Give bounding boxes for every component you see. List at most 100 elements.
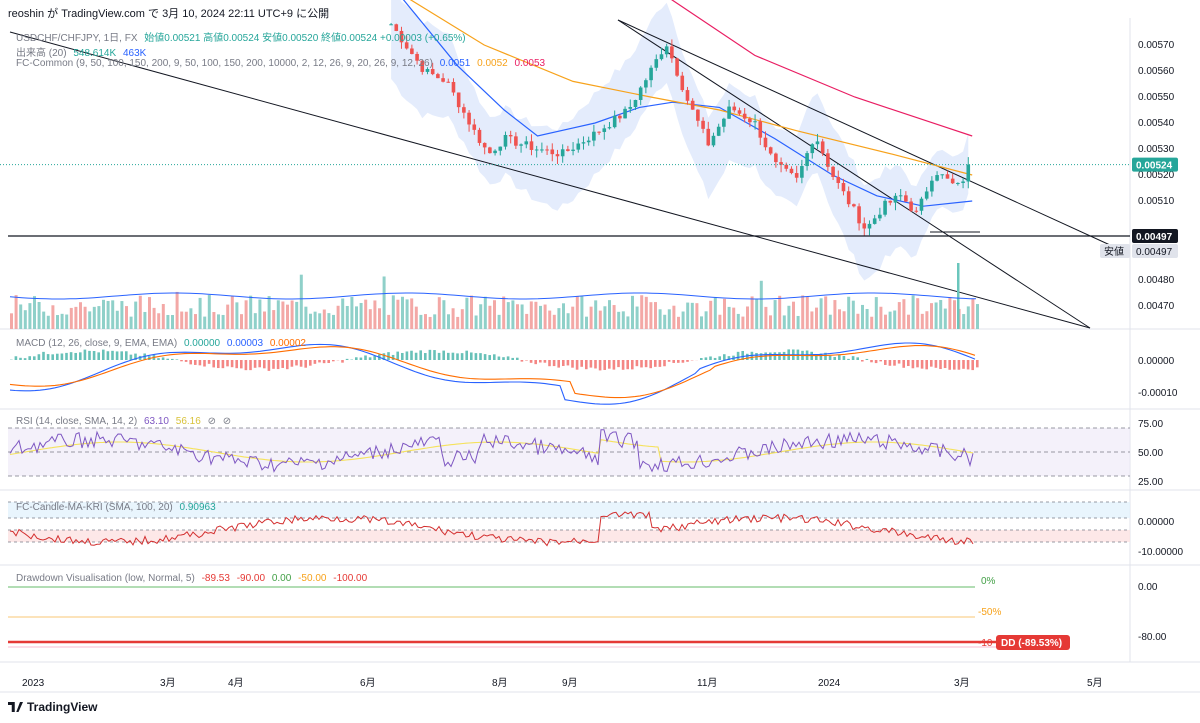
current-price-tag-text: 0.00524	[1136, 161, 1173, 172]
low-value-bg	[1132, 244, 1178, 258]
time-axis-label: 3月	[954, 677, 970, 689]
macd-histogram-bar	[943, 360, 947, 369]
macd-histogram-bar	[102, 349, 105, 360]
candle-body	[763, 137, 768, 148]
low-value-text: 0.00497	[1136, 247, 1173, 258]
macd-histogram-bar	[704, 357, 708, 360]
candle-body	[696, 109, 700, 121]
dd-badge-text: DD (-89.53%)	[1001, 638, 1062, 649]
volume-bar	[474, 315, 478, 329]
volume-bar	[713, 297, 717, 329]
volume-bar	[861, 304, 864, 329]
volume-bar	[539, 305, 542, 329]
candle-body	[462, 107, 466, 113]
macd-line-value: 0.00003	[226, 338, 264, 349]
candle-body	[768, 147, 773, 154]
fc-common-label[interactable]: FC-Common (9, 50, 100, 150, 200, 9, 50, …	[16, 58, 433, 69]
macd-histogram-bar	[166, 358, 169, 360]
candle-body	[924, 191, 929, 199]
macd-histogram-bar	[33, 356, 36, 360]
volume-bar	[355, 306, 358, 329]
candle	[727, 99, 731, 119]
drawdown-zero: 0.00	[271, 573, 292, 584]
volume-bar	[401, 296, 404, 329]
volume-bar	[529, 301, 533, 329]
candle-body	[680, 75, 685, 91]
volume-bar	[755, 299, 759, 329]
candle	[623, 106, 627, 119]
macd-histogram-bar	[203, 360, 206, 367]
volume-label[interactable]: 出来高 (20)	[16, 48, 67, 59]
tradingview-footer[interactable]: TradingView	[8, 700, 97, 714]
volume-bar	[276, 300, 280, 329]
macd-histogram-bar	[851, 356, 855, 360]
candle-body	[727, 106, 731, 119]
volume-bar	[115, 310, 119, 329]
volume-bar	[709, 300, 713, 329]
rsi-label[interactable]: RSI (14, close, SMA, 14, 2)	[16, 416, 138, 427]
volume-bar	[631, 295, 634, 329]
volume-bar	[267, 296, 271, 329]
candle-body	[389, 24, 393, 26]
ohlc-values: 始値0.00521 高値0.00524 安値0.00520 終値0.00524 …	[144, 33, 466, 44]
macd-histogram-bar	[226, 360, 229, 367]
low-label-text: 安値	[1104, 245, 1124, 258]
volume-bar	[405, 299, 409, 329]
candle	[618, 114, 622, 123]
candle	[924, 187, 929, 201]
macd-histogram-bar	[368, 357, 372, 360]
candle-body	[789, 168, 794, 174]
candle	[612, 110, 617, 129]
candle-body	[529, 141, 534, 150]
macd-histogram-bar	[723, 354, 726, 360]
volume-bar	[235, 302, 239, 329]
volume-bar	[497, 314, 501, 329]
candle-ma-label[interactable]: FC-Candle-MA-KRI (SMA, 100, 20)	[16, 502, 173, 513]
macd-histogram-bar	[106, 351, 110, 360]
candle	[774, 152, 778, 168]
macd-histogram-bar	[658, 360, 662, 367]
volume-bar	[387, 314, 391, 329]
volume-bar	[874, 297, 878, 329]
candle-body	[436, 74, 440, 79]
candle-body	[540, 149, 544, 151]
candle	[716, 123, 721, 137]
price-tick-label: 0.00560	[1138, 66, 1175, 77]
macd-histogram-bar	[161, 357, 165, 360]
volume-bar	[258, 299, 262, 329]
candle-body	[420, 60, 425, 72]
price-tick-label: 0.00510	[1138, 196, 1175, 207]
volume-bar	[594, 300, 598, 329]
volume-bar	[824, 296, 828, 329]
macd-label[interactable]: MACD (12, 26, close, 9, EMA, EMA)	[16, 338, 178, 349]
candle	[758, 118, 763, 146]
symbol-label[interactable]: USDCHF/CHFJPY, 1日, FX	[16, 33, 138, 44]
candle	[425, 67, 430, 75]
volume-bar	[976, 304, 979, 329]
volume-bar	[350, 296, 354, 329]
volume-bar	[442, 300, 446, 329]
macd-histogram-bar	[580, 360, 583, 367]
candle	[602, 124, 607, 140]
ma-blue-line	[402, 0, 973, 207]
macd-histogram-bar	[88, 350, 91, 360]
candle	[742, 108, 747, 123]
candle-body	[711, 135, 716, 146]
macd-histogram-bar	[483, 354, 487, 360]
time-axis-label: 9月	[562, 677, 578, 689]
drawdown-legend: Drawdown Visualisation (low, Normal, 5) …	[16, 573, 371, 584]
macd-histogram-bar	[589, 360, 593, 368]
drawdown-full-mark: -10	[978, 638, 993, 649]
drawdown-label[interactable]: Drawdown Visualisation (low, Normal, 5)	[16, 573, 195, 584]
candle	[722, 117, 726, 133]
candle-body	[607, 127, 612, 129]
volume-bar	[272, 310, 276, 329]
candle	[430, 62, 435, 76]
candle-body	[737, 110, 742, 114]
macd-histogram-bar	[299, 360, 303, 367]
time-axis-label: 5月	[1087, 677, 1103, 689]
volume-bar	[37, 302, 41, 329]
macd-histogram-bar	[824, 352, 827, 360]
volume-bar	[488, 305, 492, 329]
